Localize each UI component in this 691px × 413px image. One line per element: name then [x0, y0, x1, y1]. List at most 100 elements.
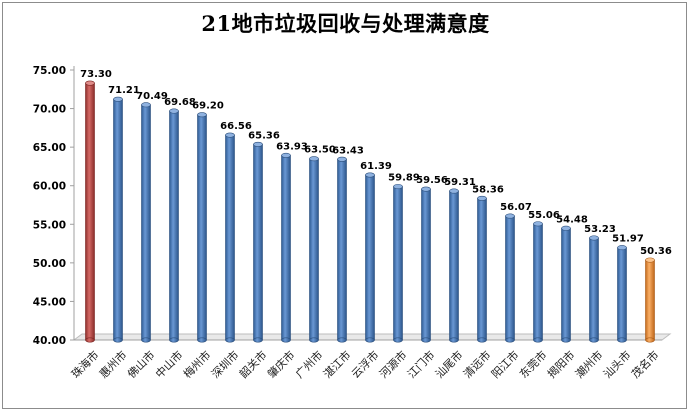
- bar-cap: [449, 188, 459, 194]
- bar: [365, 172, 375, 343]
- bar: [617, 245, 627, 343]
- bar-body: [617, 247, 627, 341]
- bar-body: [449, 190, 459, 341]
- bar: [337, 156, 347, 343]
- category-label: 河源市: [376, 348, 409, 381]
- y-tick-label: 45.00: [33, 296, 66, 308]
- data-label: 59.56: [416, 175, 448, 186]
- bar-cap: [421, 186, 431, 192]
- bar: [225, 132, 235, 343]
- bar-base: [533, 337, 543, 343]
- bar-cap: [393, 184, 403, 190]
- bar-base: [113, 337, 123, 343]
- y-tick-label: 60.00: [33, 181, 66, 193]
- bar: [533, 221, 543, 343]
- bar-cap: [309, 156, 319, 162]
- bar: [113, 96, 123, 343]
- bar-base: [197, 337, 207, 343]
- bar-body: [253, 144, 263, 341]
- bar-body: [421, 188, 431, 341]
- category-label: 东莞市: [516, 348, 549, 381]
- bar-cap: [645, 257, 655, 263]
- bar: [169, 108, 179, 343]
- bar-body: [169, 110, 179, 341]
- data-label: 63.50: [304, 145, 336, 156]
- category-label: 汕尾市: [432, 348, 465, 381]
- category-label: 深圳市: [208, 348, 241, 381]
- category-label: 广州市: [292, 348, 325, 381]
- bar-body: [505, 215, 515, 341]
- y-tick-label: 75.00: [33, 65, 66, 77]
- data-label: 61.39: [360, 161, 392, 172]
- y-tick-label: 65.00: [33, 142, 66, 154]
- category-label: 揭阳市: [544, 348, 577, 381]
- data-label: 65.36: [248, 130, 280, 141]
- bar-base: [253, 337, 263, 343]
- bar: [141, 102, 151, 343]
- data-label: 63.93: [276, 141, 308, 152]
- data-label: 71.21: [108, 85, 140, 96]
- bar-body: [561, 227, 571, 341]
- bar-base: [169, 337, 179, 343]
- bar-cap: [253, 141, 263, 147]
- chart-title: 21地市垃圾回收与处理满意度: [201, 11, 490, 36]
- bar: [85, 80, 95, 343]
- bar-base: [365, 337, 375, 343]
- bar-base: [281, 337, 291, 343]
- category-label: 湛江市: [320, 348, 353, 381]
- bar: [281, 152, 291, 343]
- bar-cap: [617, 245, 627, 251]
- bar: [645, 257, 655, 343]
- category-label: 潮州市: [572, 348, 605, 381]
- bar: [449, 188, 459, 343]
- category-label: 云浮市: [348, 348, 381, 381]
- bar-base: [421, 337, 431, 343]
- data-label: 69.68: [164, 97, 196, 108]
- bar-base: [449, 337, 459, 343]
- category-label: 阳江市: [488, 348, 521, 381]
- data-label: 56.07: [500, 202, 532, 213]
- category-label: 珠海市: [68, 348, 101, 381]
- bar-base: [561, 337, 571, 343]
- bar-body: [197, 114, 207, 341]
- bar-base: [617, 337, 627, 343]
- bar-body: [393, 186, 403, 341]
- category-label: 韶关市: [236, 348, 269, 381]
- bar: [505, 213, 515, 343]
- data-label: 53.23: [584, 224, 616, 235]
- category-label: 肇庆市: [264, 348, 297, 381]
- data-label: 69.20: [192, 101, 224, 112]
- category-label: 惠州市: [96, 348, 129, 381]
- data-label: 73.30: [80, 69, 112, 80]
- category-label: 江门市: [404, 348, 437, 381]
- bar-base: [645, 337, 655, 343]
- bar-base: [309, 337, 319, 343]
- bar-cap: [365, 172, 375, 178]
- bar-cap: [505, 213, 515, 219]
- category-label: 佛山市: [124, 348, 157, 381]
- category-label: 汕头市: [600, 348, 633, 381]
- bar-body: [477, 198, 487, 341]
- bar: [393, 184, 403, 343]
- category-label: 中山市: [152, 348, 185, 381]
- bar-cap: [533, 221, 543, 227]
- data-label: 54.48: [556, 214, 588, 225]
- bar: [477, 195, 487, 343]
- data-label: 58.36: [472, 184, 504, 195]
- bar-body: [281, 155, 291, 341]
- bar: [561, 225, 571, 343]
- category-label: 茂名市: [628, 348, 661, 381]
- bar-cap: [169, 108, 179, 114]
- bar-body: [589, 237, 599, 341]
- data-label: 63.43: [332, 145, 364, 156]
- bar: [309, 156, 319, 343]
- bar-cap: [477, 195, 487, 201]
- bar-base: [337, 337, 347, 343]
- bar-cap: [85, 80, 95, 86]
- category-label: 梅州市: [180, 348, 213, 381]
- bar-body: [113, 98, 123, 341]
- bar-base: [85, 337, 95, 343]
- data-label: 66.56: [220, 121, 252, 132]
- bar-cap: [197, 112, 207, 118]
